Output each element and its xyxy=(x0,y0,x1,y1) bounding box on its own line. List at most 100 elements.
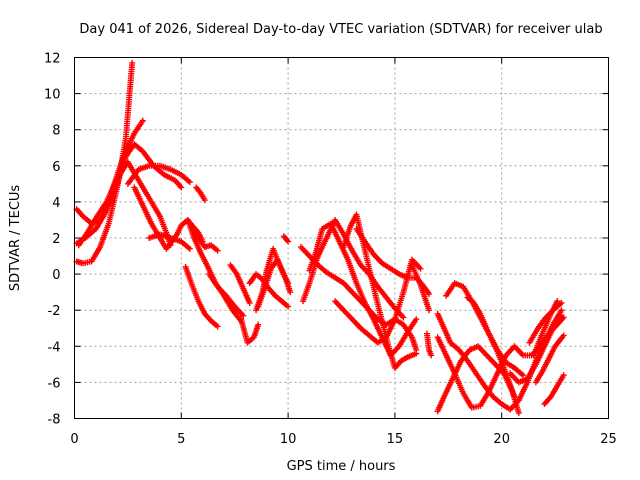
data-point-interp xyxy=(425,305,432,312)
data-series-track-17 xyxy=(255,256,292,310)
data-point-interp xyxy=(96,245,103,252)
y-tick-label: 8 xyxy=(52,124,60,139)
data-series-track-25 xyxy=(408,262,433,314)
data-point-interp xyxy=(557,314,564,321)
data-point-interp xyxy=(185,177,192,184)
data-point-interp xyxy=(548,308,555,315)
data-point-interp xyxy=(476,309,483,316)
data-point-interp xyxy=(130,132,137,139)
data-point-interp xyxy=(318,227,325,234)
data-point-interp xyxy=(471,368,478,375)
data-point-interp xyxy=(540,345,547,352)
data-point-interp xyxy=(165,165,172,172)
data-point-interp xyxy=(221,291,228,298)
data-series-track-31 xyxy=(464,294,527,379)
data-point-interp xyxy=(348,245,355,252)
data-point-interp xyxy=(245,298,252,305)
data-point-interp xyxy=(540,317,547,324)
data-point-interp xyxy=(403,330,410,337)
y-tick-label: 2 xyxy=(52,232,60,247)
x-tick-label: 15 xyxy=(387,432,404,447)
data-point-interp xyxy=(185,244,192,251)
data-point-interp xyxy=(493,345,500,352)
data-point-interp xyxy=(188,279,195,286)
data-point-interp xyxy=(206,242,213,249)
data-point-interp xyxy=(440,323,447,330)
data-point-interp xyxy=(407,332,414,339)
y-tick-label: -6 xyxy=(48,376,61,391)
data-point-interp xyxy=(312,251,319,258)
data-point-interp xyxy=(369,249,376,256)
data-point-interp xyxy=(254,323,261,330)
data-point-interp xyxy=(446,337,453,344)
data-point-interp xyxy=(475,403,482,410)
data-point-interp xyxy=(538,332,545,339)
data-point-interp xyxy=(490,359,497,366)
data-point-interp xyxy=(377,258,384,265)
data-point-interp xyxy=(531,363,538,370)
data-point-interp xyxy=(544,357,551,364)
data-point-interp xyxy=(213,281,220,288)
data-point-interp xyxy=(196,247,203,254)
data-point-interp xyxy=(399,312,406,319)
data-point-interp xyxy=(104,222,111,229)
data-point-interp xyxy=(457,359,464,366)
y-tick-label: 6 xyxy=(52,160,60,175)
data-series-track-35 xyxy=(541,372,567,408)
data-point-interp xyxy=(399,291,406,298)
data-point-interp xyxy=(538,370,545,377)
data-series-track-12 xyxy=(206,271,247,319)
data-point-interp xyxy=(134,175,141,182)
data-point-interp xyxy=(305,251,312,258)
data-point-interp xyxy=(190,232,197,239)
data-point-interp xyxy=(339,305,346,312)
x-tick-label: 25 xyxy=(600,432,617,447)
data-point-interp xyxy=(177,183,184,190)
data-series-track-18 xyxy=(280,233,292,245)
data-point-interp xyxy=(83,231,90,238)
data-series-track-26 xyxy=(423,330,435,359)
y-tick-label: -4 xyxy=(48,340,61,355)
data-point-interp xyxy=(113,177,120,184)
data-point-interp xyxy=(559,373,566,380)
data-point-interp xyxy=(322,236,329,243)
data-point-interp xyxy=(280,269,287,276)
data-point-interp xyxy=(346,226,353,233)
data-point-interp xyxy=(347,314,354,321)
data-point-interp xyxy=(305,282,312,289)
data-point-interp xyxy=(497,399,504,406)
y-tick-label: 0 xyxy=(52,268,60,283)
data-point-interp xyxy=(372,290,379,297)
data-series-track-14 xyxy=(227,262,253,306)
data-point-interp xyxy=(155,211,162,218)
data-series-track-34 xyxy=(526,299,565,346)
data-point-interp xyxy=(469,298,476,305)
axis-ticks: 0 5 10 15 20 25 -8 -6 -4 -2 0 2 4 6 8 10 12 xyxy=(44,52,617,448)
data-point-interp xyxy=(523,381,530,388)
data-point-interp xyxy=(551,345,558,352)
x-tick-label: 20 xyxy=(493,432,510,447)
data-point-interp xyxy=(138,200,145,207)
data-point-interp xyxy=(411,351,418,358)
data-point-interp xyxy=(394,270,401,277)
data-point-interp xyxy=(403,273,410,280)
data-point-interp xyxy=(200,309,207,316)
data-point-interp xyxy=(200,195,207,202)
data-point-interp xyxy=(440,395,447,402)
data-point-interp xyxy=(427,350,434,357)
data-point-interp xyxy=(170,176,177,183)
data-point-interp xyxy=(501,357,508,364)
data-point-interp xyxy=(176,170,183,177)
data-point-interp xyxy=(502,368,509,375)
x-tick-label: 0 xyxy=(70,432,78,447)
data-point-interp xyxy=(338,279,345,286)
data-point-interp xyxy=(384,341,391,348)
data-point-interp xyxy=(238,311,245,318)
data-point-interp xyxy=(416,279,423,286)
data-point-interp xyxy=(284,278,291,285)
x-axis-title: GPS time / hours xyxy=(287,459,396,474)
data-point-interp xyxy=(267,267,274,274)
data-point-interp xyxy=(391,318,398,325)
data-point-interp xyxy=(510,391,517,398)
